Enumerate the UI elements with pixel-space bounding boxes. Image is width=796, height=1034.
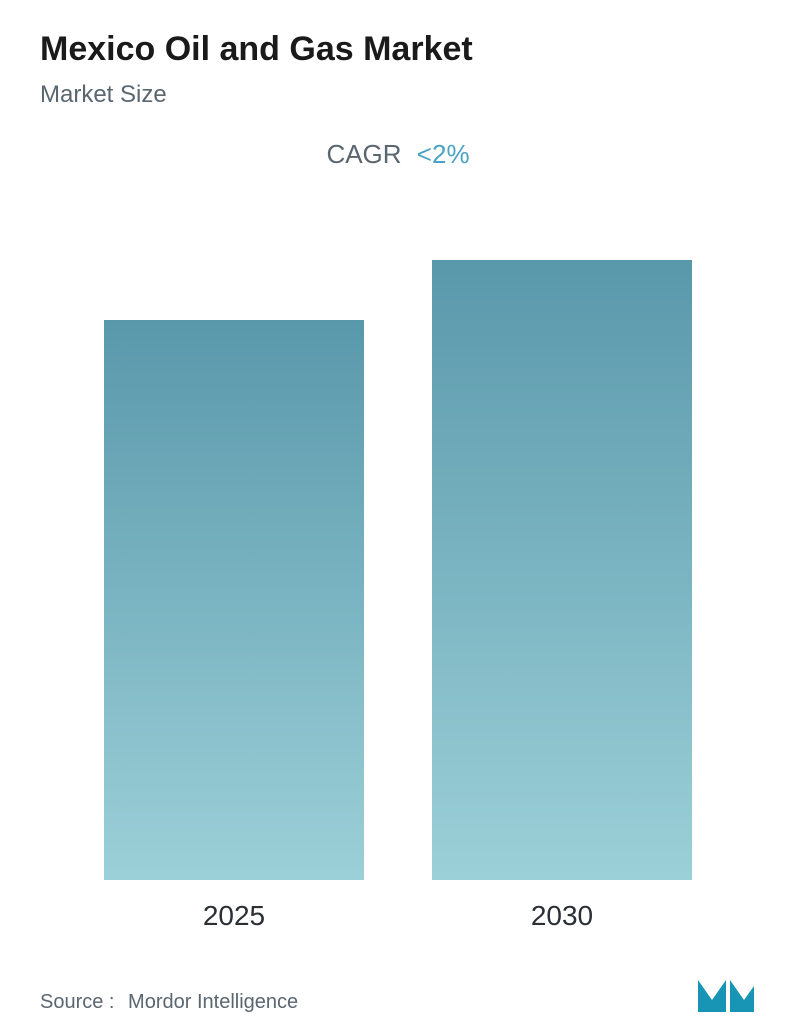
bar-label-2030: 2030 <box>531 900 593 932</box>
bar-label-2025: 2025 <box>203 900 265 932</box>
cagr-value: <2% <box>417 139 470 169</box>
mordor-logo-icon <box>696 972 756 1014</box>
bar-chart: 2025 2030 <box>40 230 756 932</box>
chart-subtitle: Market Size <box>40 81 756 109</box>
bar-2030 <box>432 260 692 880</box>
bar-group-2025: 2025 <box>94 320 374 932</box>
chart-title: Mexico Oil and Gas Market <box>40 30 756 69</box>
source-attribution: Source : Mordor Intelligence <box>40 991 298 1014</box>
chart-container: Mexico Oil and Gas Market Market Size CA… <box>0 0 796 1034</box>
source-label: Source : <box>40 991 114 1013</box>
bar-2025 <box>104 320 364 880</box>
cagr-label: CAGR <box>326 139 401 169</box>
chart-footer: Source : Mordor Intelligence <box>40 952 756 1014</box>
bar-group-2030: 2030 <box>422 260 702 932</box>
cagr-row: CAGR <2% <box>40 139 756 170</box>
source-name: Mordor Intelligence <box>128 991 298 1013</box>
